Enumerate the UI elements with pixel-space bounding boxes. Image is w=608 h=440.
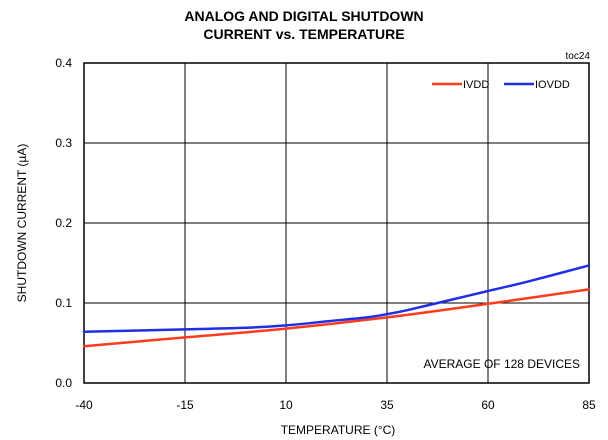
x-tick-label: 85 (582, 398, 596, 412)
series-line-iovdd (82, 264, 591, 334)
x-tick-label: -40 (75, 398, 93, 412)
x-tick-label: 35 (380, 398, 394, 412)
series-line-ivdd (82, 288, 591, 348)
y-tick-label: 0.2 (55, 216, 72, 230)
y-tick-label: 0.0 (55, 376, 72, 390)
x-tick-label: 10 (279, 398, 293, 412)
grid (84, 63, 589, 383)
chart-tag: toc24 (566, 51, 591, 62)
chart-title-line-2: CURRENT vs. TEMPERATURE (203, 26, 404, 42)
y-tick-label: 0.3 (55, 136, 72, 150)
legend-label-iovdd: IOVDD (535, 79, 570, 91)
y-tick-label: 0.4 (55, 56, 72, 70)
x-tick-label: 60 (481, 398, 495, 412)
chart-annotation: AVERAGE OF 128 DEVICES (424, 357, 581, 371)
y-axis-label: SHUTDOWN CURRENT (µA) (15, 144, 29, 303)
legend: IVDD IOVDD (432, 79, 570, 91)
plot-frame (83, 62, 590, 384)
x-tick-label: -15 (176, 398, 194, 412)
y-tick-label: 0.1 (55, 296, 72, 310)
y-tick-labels: 0.0 0.1 0.2 0.3 0.4 (55, 56, 72, 390)
chart-title-line-1: ANALOG AND DIGITAL SHUTDOWN (184, 8, 423, 24)
x-axis-label: TEMPERATURE (°C) (281, 423, 396, 437)
legend-label-ivdd: IVDD (463, 79, 489, 91)
x-tick-labels: -40 -15 10 35 60 85 (75, 398, 596, 412)
series-lines (82, 264, 591, 348)
